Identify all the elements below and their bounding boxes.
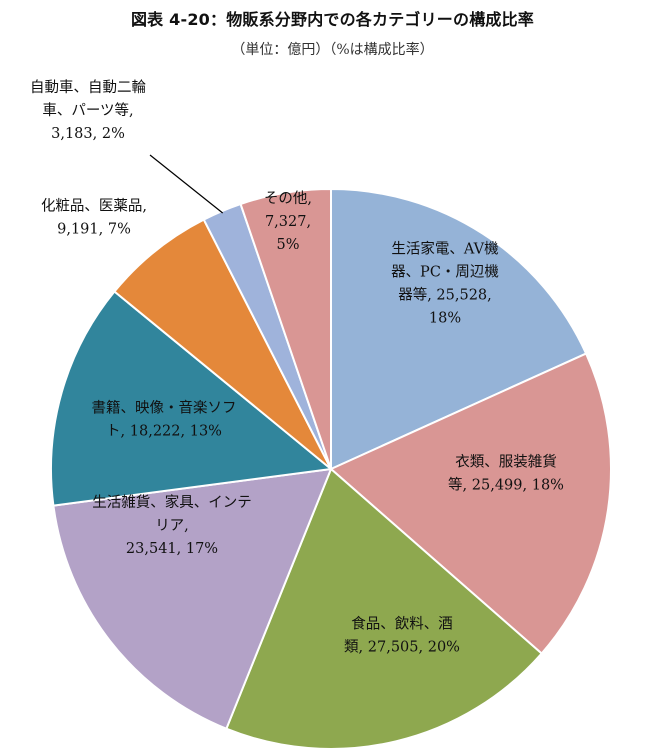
slice-label-line: 食品、飲料、酒 [351, 616, 453, 633]
slice-label-line: 18% [429, 311, 461, 327]
pie-slice-1 [330, 187, 588, 471]
slice-label-line: 生活雑貨、家具、インテ [92, 494, 252, 511]
slice-label-line: 生活家電、AV機 [391, 241, 498, 258]
slice-label-line: 3,183, 2% [51, 126, 125, 142]
slice-label-7: 自動車、自動二輪車、パーツ等, 3,183, 2% [30, 79, 146, 142]
slice-label-line: 衣類、服装雑貨 [455, 454, 557, 471]
slice-label-2: 衣類、服装雑貨等, 25,499, 18% [448, 454, 564, 494]
pie-slice-3 [225, 467, 544, 750]
slice-label-line: リア, [155, 518, 189, 534]
pie-slice-6 [113, 218, 332, 470]
slice-label-line: 書籍、映像・音楽ソフ [92, 400, 237, 417]
slice-label-line: 5% [276, 237, 299, 253]
slice-label-line: 車、パーツ等, [42, 101, 133, 119]
slice-label-line: ト, 18,222, 13% [106, 424, 222, 440]
leader-lines [149, 154, 224, 214]
slice-label-1: 生活家電、AV機器、PC・周辺機器等, 25,528, 18% [391, 241, 499, 327]
pie-slices [50, 187, 612, 750]
leader-line [149, 154, 224, 214]
slice-label-4: 生活雑貨、家具、インテリア, 23,541, 17% [92, 494, 252, 557]
slice-label-line: 23,541, 17% [126, 541, 218, 557]
chart-subtitle: （単位：億円）（%は構成比率） [231, 42, 434, 58]
pie-slice-8 [239, 187, 332, 470]
slice-label-5: 書籍、映像・音楽ソフト, 18,222, 13% [92, 400, 237, 440]
slice-label-8: その他, 7,327, 5% [264, 190, 312, 253]
slice-label-line: 9,191, 7% [57, 222, 131, 238]
pie-slice-4 [52, 467, 333, 731]
slice-label-6: 化粧品、医薬品, 9,191, 7% [41, 198, 147, 238]
slice-label-line: その他, [264, 190, 312, 207]
chart-title: 図表 4-20：物販系分野内での各カテゴリーの構成比率 [130, 10, 534, 29]
slice-label-line: 器等, 25,528, [398, 286, 492, 304]
pie-slice-5 [50, 290, 334, 507]
slice-label-line: 類, 27,505, 20% [344, 639, 460, 656]
slice-label-line: 自動車、自動二輪 [30, 79, 146, 96]
slice-label-3: 食品、飲料、酒類, 27,505, 20% [344, 616, 460, 656]
slice-label-line: 7,327, [265, 214, 311, 230]
pie-slice-2 [329, 352, 612, 655]
slice-label-line: 化粧品、医薬品, [41, 198, 147, 215]
slice-label-line: 等, 25,499, 18% [448, 476, 564, 494]
slice-label-line: 器、PC・周辺機 [391, 264, 499, 281]
slice-labels: 生活家電、AV機器、PC・周辺機器等, 25,528, 18% 衣類、服装雑貨等, … [30, 79, 564, 656]
